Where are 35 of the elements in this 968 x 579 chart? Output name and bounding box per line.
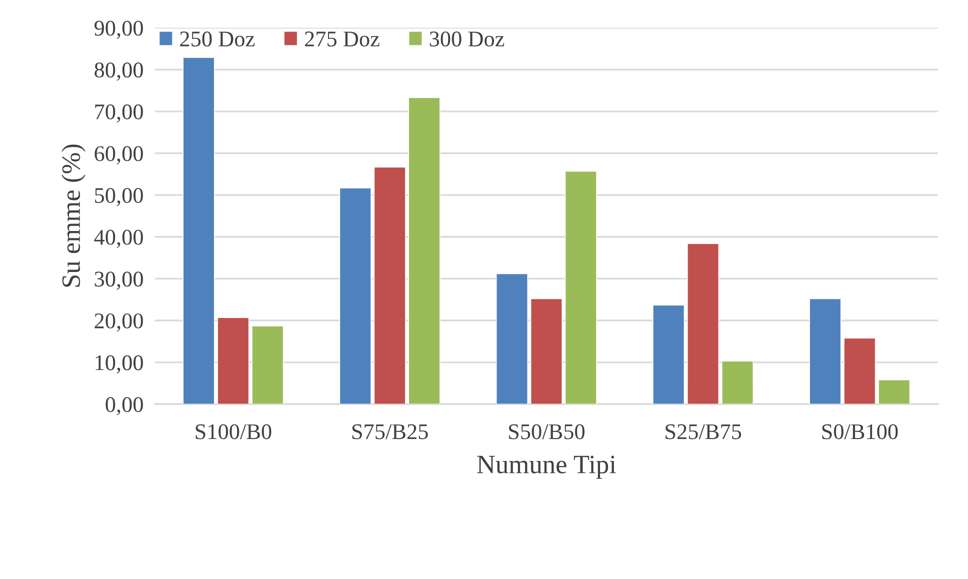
bar (374, 166, 406, 404)
legend-label: 250 Doz (180, 32, 255, 46)
bar (878, 379, 910, 404)
y-tick-label: 60,00 (94, 146, 143, 164)
legend-label: 275 Doz (304, 32, 380, 46)
legend-label: 300 Doz (430, 32, 504, 46)
bar (217, 317, 250, 404)
y-tick-label: 50,00 (95, 188, 143, 206)
x-tick-label: S0/B100 (822, 424, 898, 440)
bar (339, 188, 372, 404)
y-axis-title: Su emme (%) (62, 144, 86, 287)
bar (809, 298, 842, 404)
bar (530, 298, 563, 404)
y-tick-label: 90,00 (94, 20, 143, 39)
x-tick-label: S25/B75 (666, 424, 742, 440)
bar (252, 326, 284, 404)
x-tick-label: S50/B50 (509, 424, 584, 440)
bar (408, 97, 440, 404)
y-tick-label: 70,00 (95, 104, 143, 123)
y-tick-label: 80,00 (94, 62, 143, 81)
x-axis-title: Numune Tipi (477, 456, 616, 479)
x-tick-label: S100/B0 (196, 424, 272, 440)
bar (652, 304, 685, 404)
bar (182, 57, 215, 404)
bar (496, 273, 528, 404)
bar (686, 243, 720, 404)
x-tick-label: S75/B25 (352, 424, 428, 440)
y-tick-label: 30,00 (94, 272, 143, 290)
bar (721, 360, 754, 404)
y-tick-label: 0,00 (106, 397, 143, 416)
y-tick-label: 10,00 (96, 355, 143, 374)
bar (564, 170, 597, 404)
y-tick-label: 40,00 (94, 230, 143, 248)
bar (844, 338, 876, 404)
y-tick-label: 20,00 (94, 313, 143, 332)
